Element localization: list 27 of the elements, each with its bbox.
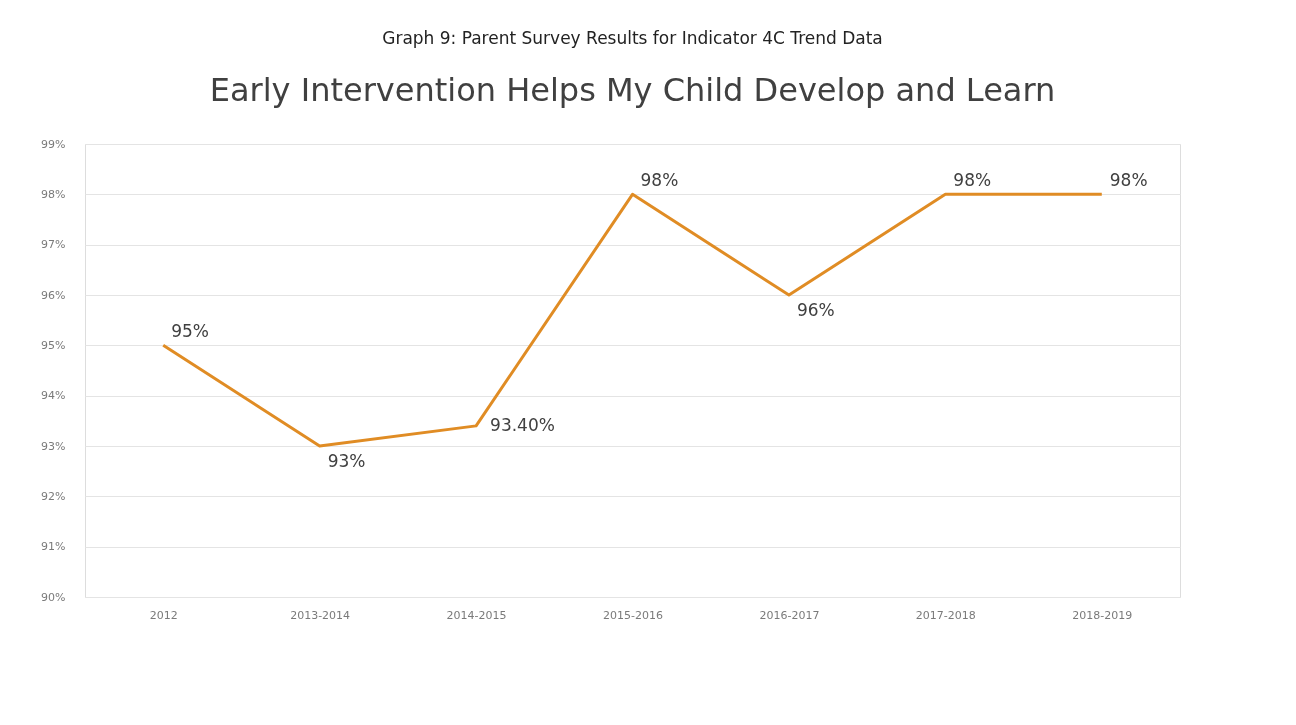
x-tick-label: 2016-2017: [759, 608, 820, 622]
x-tick-label: 2013-2014: [290, 608, 351, 622]
x-tick-label: 2014-2015: [446, 608, 507, 622]
x-tick-label: 2018-2019: [1072, 608, 1133, 622]
y-tick-label: 94%: [41, 389, 66, 403]
x-tick-label: 2015-2016: [603, 608, 663, 622]
line-series: [161, 192, 1104, 448]
data-label: 95%: [171, 321, 210, 342]
y-tick-label: 93%: [41, 439, 66, 453]
x-tick-label: 2012: [149, 608, 178, 622]
chart-subtitle: Early Intervention Helps My Child Develop and Learn: [209, 71, 1056, 109]
data-label: 98%: [640, 170, 679, 191]
data-label: 98%: [1109, 170, 1148, 191]
y-tick-label: 96%: [41, 288, 66, 302]
data-label: 96%: [796, 300, 835, 320]
data-label: 93.40%: [490, 414, 555, 435]
y-tick-label: 95%: [41, 338, 66, 352]
y-tick-label: 99%: [41, 137, 66, 151]
y-tick-label: 97%: [41, 238, 66, 252]
data-label: 98%: [953, 170, 992, 191]
chart-title: Graph 9: Parent Survey Results for Indicator 4C Trend Data: [382, 28, 883, 48]
y-tick-label: 90%: [41, 590, 66, 604]
y-tick-label: 91%: [41, 540, 66, 554]
y-tick-label: 92%: [41, 489, 66, 503]
data-label: 93%: [327, 451, 366, 471]
y-tick-label: 98%: [41, 187, 66, 201]
x-tick-label: 2017-2018: [915, 608, 976, 622]
